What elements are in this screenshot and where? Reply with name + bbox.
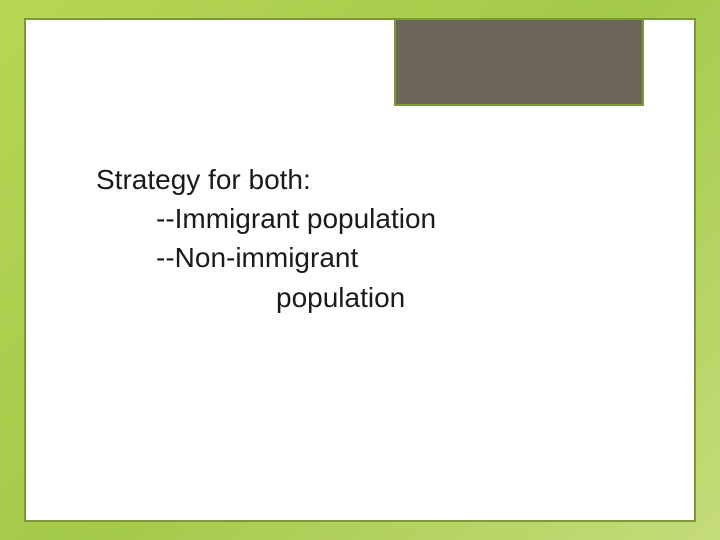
content-line-4: population xyxy=(96,278,634,317)
content-line-2: --Immigrant population xyxy=(96,199,634,238)
slide-content: Strategy for both: --Immigrant populatio… xyxy=(96,160,634,317)
slide-frame: Strategy for both: --Immigrant populatio… xyxy=(24,18,696,522)
content-line-1: Strategy for both: xyxy=(96,160,634,199)
title-box xyxy=(394,18,644,106)
content-line-3: --Non-immigrant xyxy=(96,238,634,277)
